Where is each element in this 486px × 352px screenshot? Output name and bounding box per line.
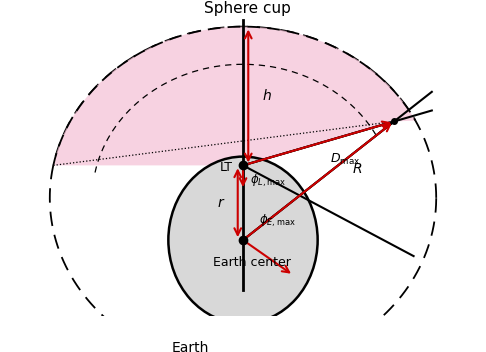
Text: Earth center: Earth center <box>213 256 291 269</box>
Text: h: h <box>262 89 271 103</box>
Ellipse shape <box>168 157 318 323</box>
Text: LT: LT <box>220 161 232 174</box>
Text: $D_{\mathrm{max}}$: $D_{\mathrm{max}}$ <box>330 152 361 167</box>
Text: $\phi_{E,\mathrm{max}}$: $\phi_{E,\mathrm{max}}$ <box>259 213 295 230</box>
Polygon shape <box>53 27 416 165</box>
Text: r: r <box>218 196 224 210</box>
Text: $\phi_{L,\mathrm{max}}$: $\phi_{L,\mathrm{max}}$ <box>250 172 286 189</box>
Text: Earth: Earth <box>172 341 209 352</box>
Text: R: R <box>353 162 363 176</box>
Text: Sphere cup: Sphere cup <box>204 1 291 16</box>
